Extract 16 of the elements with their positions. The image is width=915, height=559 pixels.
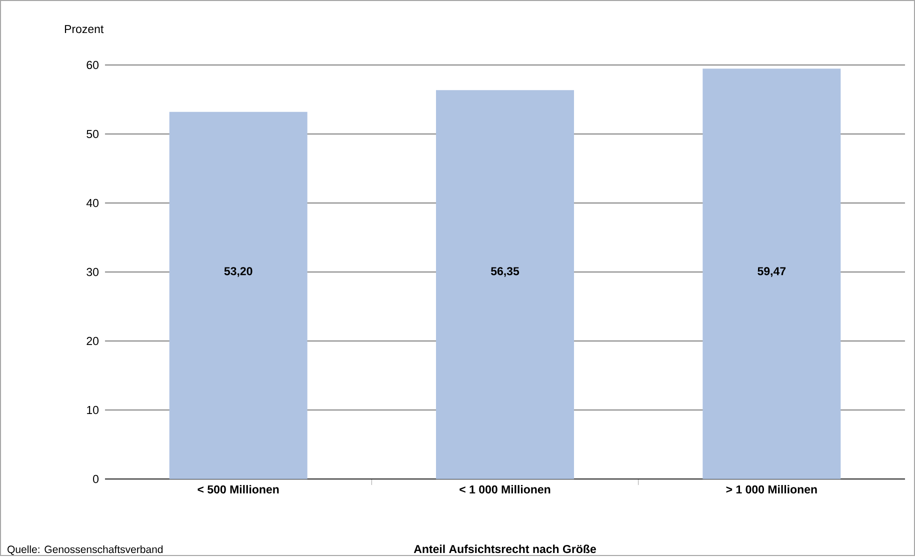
y-tick-label: 0 xyxy=(93,475,99,484)
y-tick-label: 50 xyxy=(86,130,99,138)
y-tick-label: 30 xyxy=(86,268,99,276)
x-axis-title: Anteil Aufsichtsrecht nach Größe xyxy=(414,544,596,554)
y-tick-label: 10 xyxy=(87,406,99,414)
x-tick-label: < 500 Millionen xyxy=(198,485,279,494)
data-label: 59,47 xyxy=(758,267,786,277)
data-label: 56,35 xyxy=(490,267,520,277)
y-tick-label: 20 xyxy=(86,337,99,346)
x-tick-label: < 1 000 Millionen xyxy=(460,485,550,494)
data-label: 53,20 xyxy=(224,267,252,277)
y-axis-title: Prozent xyxy=(64,25,104,34)
x-tick-label: > 1 000 Millionen xyxy=(726,485,817,494)
source-note: Quelle: Genossenschaftsverband xyxy=(8,545,163,556)
y-tick-label: 60 xyxy=(86,61,99,70)
y-tick-label: 40 xyxy=(86,199,99,208)
